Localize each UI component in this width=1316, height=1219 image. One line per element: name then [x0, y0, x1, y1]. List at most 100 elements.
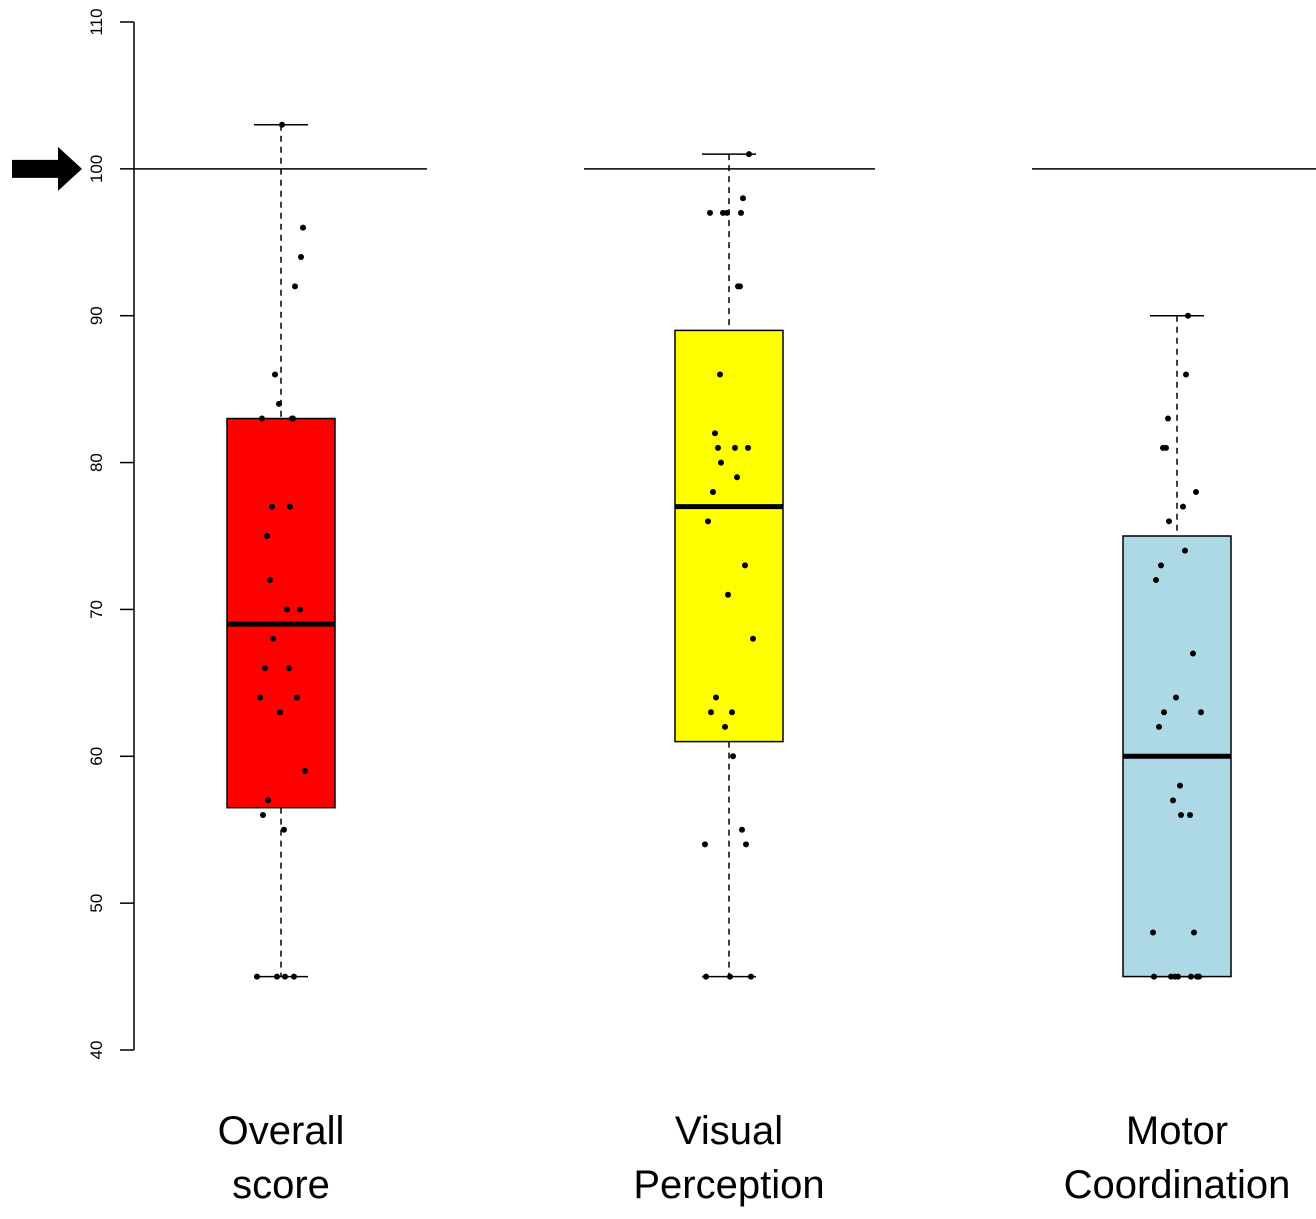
data-point — [1156, 723, 1162, 730]
data-point — [746, 151, 752, 158]
box — [674, 329, 784, 743]
data-point — [298, 253, 304, 260]
data-point — [745, 444, 751, 451]
data-point — [729, 709, 735, 716]
data-point — [715, 444, 721, 451]
data-point — [1198, 709, 1204, 716]
data-point — [738, 209, 744, 216]
data-point — [734, 474, 740, 481]
data-point — [1191, 929, 1197, 936]
data-point — [713, 694, 719, 701]
data-point — [1178, 812, 1184, 819]
category-label: Visual Perception — [633, 1109, 824, 1207]
data-point — [1161, 709, 1167, 716]
category-label: Motor Coordination — [1064, 1109, 1291, 1207]
data-point — [1165, 415, 1171, 422]
data-point — [1166, 518, 1172, 525]
category-label: Overall score — [218, 1109, 345, 1207]
data-point — [1170, 797, 1176, 804]
data-point — [739, 826, 745, 833]
category-labels-layer: Overall score Visual Perception Motor Coordin… — [218, 1109, 1291, 1207]
data-point — [284, 606, 290, 613]
data-point — [1153, 577, 1159, 584]
data-point — [260, 812, 266, 819]
data-point — [705, 518, 711, 525]
data-point — [1160, 444, 1166, 451]
data-point — [291, 973, 297, 980]
data-point — [1180, 503, 1186, 510]
data-point — [750, 635, 756, 642]
box — [226, 417, 336, 809]
y-axis: 40 50 60 70 80 90 100 110 — [87, 8, 135, 1060]
data-point — [748, 973, 754, 980]
data-point — [742, 562, 748, 569]
data-point — [265, 797, 271, 804]
data-point — [276, 400, 282, 407]
data-point — [725, 591, 731, 598]
y-tick-label: 50 — [87, 894, 106, 913]
data-point — [262, 665, 268, 672]
data-point — [254, 973, 260, 980]
reference-arrow-icon — [12, 146, 82, 191]
category-label-line: Motor — [1126, 1109, 1228, 1153]
data-point — [287, 503, 293, 510]
data-point — [727, 973, 733, 980]
data-point — [1151, 973, 1157, 980]
data-point — [1190, 650, 1196, 657]
data-point — [1173, 694, 1179, 701]
data-point — [737, 283, 743, 290]
data-point — [703, 973, 709, 980]
data-point — [1168, 973, 1174, 980]
data-point — [1175, 973, 1181, 980]
y-tick-label: 70 — [87, 600, 106, 619]
data-point — [269, 503, 275, 510]
reference-arrow-layer — [12, 146, 82, 191]
data-point — [270, 635, 276, 642]
data-point — [297, 606, 303, 613]
category-label-line: Coordination — [1064, 1163, 1291, 1207]
data-point — [1183, 371, 1189, 378]
category-label-line: Overall — [218, 1109, 345, 1153]
data-point — [720, 209, 726, 216]
data-point — [281, 826, 287, 833]
data-point — [708, 709, 714, 716]
y-tick-label: 80 — [87, 453, 106, 472]
data-point — [1196, 973, 1202, 980]
data-point — [1187, 812, 1193, 819]
data-point — [1188, 973, 1194, 980]
y-tick-label: 100 — [87, 155, 106, 183]
category-label-line: score — [232, 1163, 330, 1207]
data-point — [286, 665, 292, 672]
data-point — [712, 430, 718, 437]
data-point — [292, 283, 298, 290]
data-point — [282, 973, 288, 980]
data-point — [300, 224, 306, 231]
data-point — [740, 195, 746, 202]
category-label-line: Perception — [633, 1163, 824, 1207]
data-point — [1185, 312, 1191, 319]
data-point — [274, 973, 280, 980]
data-point — [259, 415, 265, 422]
data-point — [302, 767, 308, 774]
data-point — [290, 415, 296, 422]
data-point — [707, 209, 713, 216]
data-point — [279, 121, 285, 128]
data-point — [1182, 547, 1188, 554]
y-tick-label: 40 — [87, 1041, 106, 1060]
data-point — [294, 694, 300, 701]
data-point — [264, 533, 270, 539]
data-point — [1150, 929, 1156, 936]
data-point — [710, 488, 716, 495]
data-point — [717, 371, 723, 378]
data-point — [257, 694, 263, 701]
y-tick-label: 60 — [87, 747, 106, 766]
data-point — [1177, 782, 1183, 789]
boxes-layer — [226, 124, 1232, 978]
data-point — [718, 459, 724, 466]
y-tick-label: 110 — [87, 8, 106, 35]
data-point — [722, 723, 728, 730]
data-point — [277, 709, 283, 716]
data-point — [267, 577, 273, 584]
